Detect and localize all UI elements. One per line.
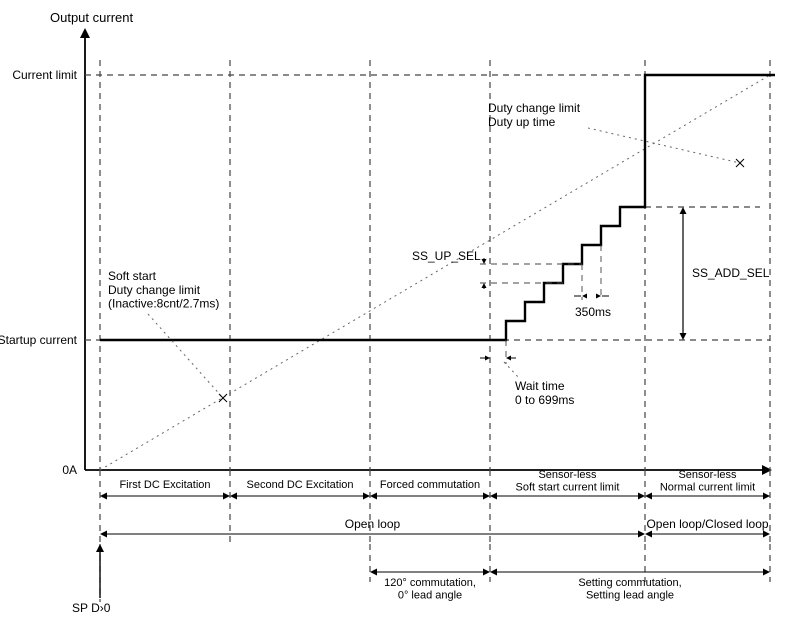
label-ss-up-sel: SS_UP_SEL <box>412 249 481 263</box>
y-tick-label: Current limit <box>12 68 77 82</box>
phase-label: Forced commutation <box>380 479 480 491</box>
label-soft-start: Soft startDuty change limit(Inactive:8cn… <box>108 269 219 311</box>
phase-label: First DC Excitation <box>119 479 210 491</box>
label-350ms: 350ms <box>575 305 611 319</box>
phase-label: Sensor-lessNormal current limit <box>660 469 755 494</box>
y-tick-label: Startup current <box>0 333 78 347</box>
label-duty-change: Duty change limitDuty up time <box>488 101 581 129</box>
label-wait-time: Wait time0 to 699ms <box>515 379 574 407</box>
label-open-loop: Open loop <box>345 517 401 531</box>
label-sp-d0: SP D›0 <box>72 601 111 615</box>
y-axis-label: Output current <box>50 10 133 25</box>
label-open-closed-loop: Open loop/Closed loop <box>646 517 768 531</box>
y-tick-label: 0A <box>62 463 77 477</box>
phase-label: Sensor-lessSoft start current limit <box>516 469 620 494</box>
phase-label: Second DC Excitation <box>247 479 354 491</box>
label-ss-add-sel: SS_ADD_SEL <box>692 266 770 280</box>
label-commutation-2: Setting commutation,Setting lead angle <box>578 577 681 602</box>
diagonal-target-line <box>100 75 770 470</box>
timing-diagram: Output current Current limit Startup curre… <box>0 0 800 619</box>
label-commutation-1: 120° commutation,0° lead angle <box>384 577 476 602</box>
